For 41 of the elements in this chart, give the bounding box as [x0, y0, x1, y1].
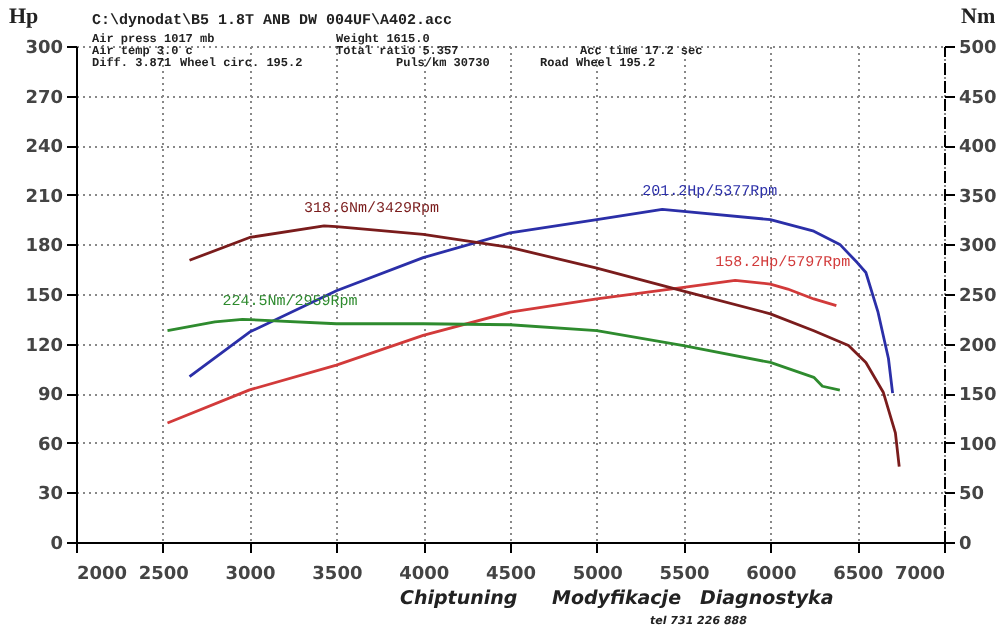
- x-tick-label: 5500: [659, 565, 710, 585]
- line-series: [188, 224, 901, 469]
- y-tick-label: 240: [25, 138, 63, 159]
- x-tick-label: 2000: [77, 565, 128, 585]
- text: Diagnostyka: [700, 588, 834, 610]
- y2-tick-label: 150: [959, 386, 997, 407]
- y-tick-label: 300: [25, 39, 63, 59]
- text: Chiptuning: [400, 588, 518, 610]
- x-tick-label: 6500: [833, 565, 884, 585]
- y2-tick-label: 200: [959, 336, 997, 357]
- x-tick-label: 3500: [312, 565, 363, 585]
- y2-tick-label: 400: [959, 138, 997, 159]
- y2-tick-label: 450: [959, 88, 997, 109]
- y-tick-label: 180: [25, 237, 63, 258]
- x-tick-label: 4000: [399, 565, 450, 585]
- y-tick-label: 90: [37, 386, 63, 407]
- y-tick-label: 150: [25, 287, 63, 307]
- y-tick-label: 0: [50, 535, 63, 555]
- y-tick-label: 120: [25, 336, 63, 357]
- y-tick-label: 60: [37, 435, 63, 456]
- y2-tick-label: 100: [959, 435, 997, 456]
- y2-tick-label: 250: [959, 287, 997, 307]
- y-tick-label: 210: [25, 187, 63, 208]
- x-tick-label: 7000: [894, 565, 945, 585]
- y2-axis-title: Nm: [961, 5, 996, 29]
- x-tick-label: 5000: [572, 565, 623, 585]
- x-tick-label: 2500: [138, 565, 189, 585]
- line-series: [166, 279, 838, 425]
- y2-tick-label: 350: [959, 187, 997, 208]
- x-tick-label: 4500: [485, 565, 537, 585]
- x-tick-label: 3000: [225, 565, 276, 585]
- y-tick-label: 270: [25, 88, 63, 109]
- text: Modyfikacje: [552, 588, 683, 610]
- line-series: [166, 317, 842, 392]
- y-tick-label: 30: [37, 485, 63, 506]
- y2-tick-label: 50: [959, 485, 985, 506]
- x-tick-label: 6000: [746, 565, 797, 585]
- y-axis-title: Hp: [9, 5, 39, 29]
- y2-tick-label: 500: [959, 39, 997, 59]
- y2-tick-label: 0: [959, 535, 972, 555]
- y2-tick-label: 300: [959, 237, 997, 258]
